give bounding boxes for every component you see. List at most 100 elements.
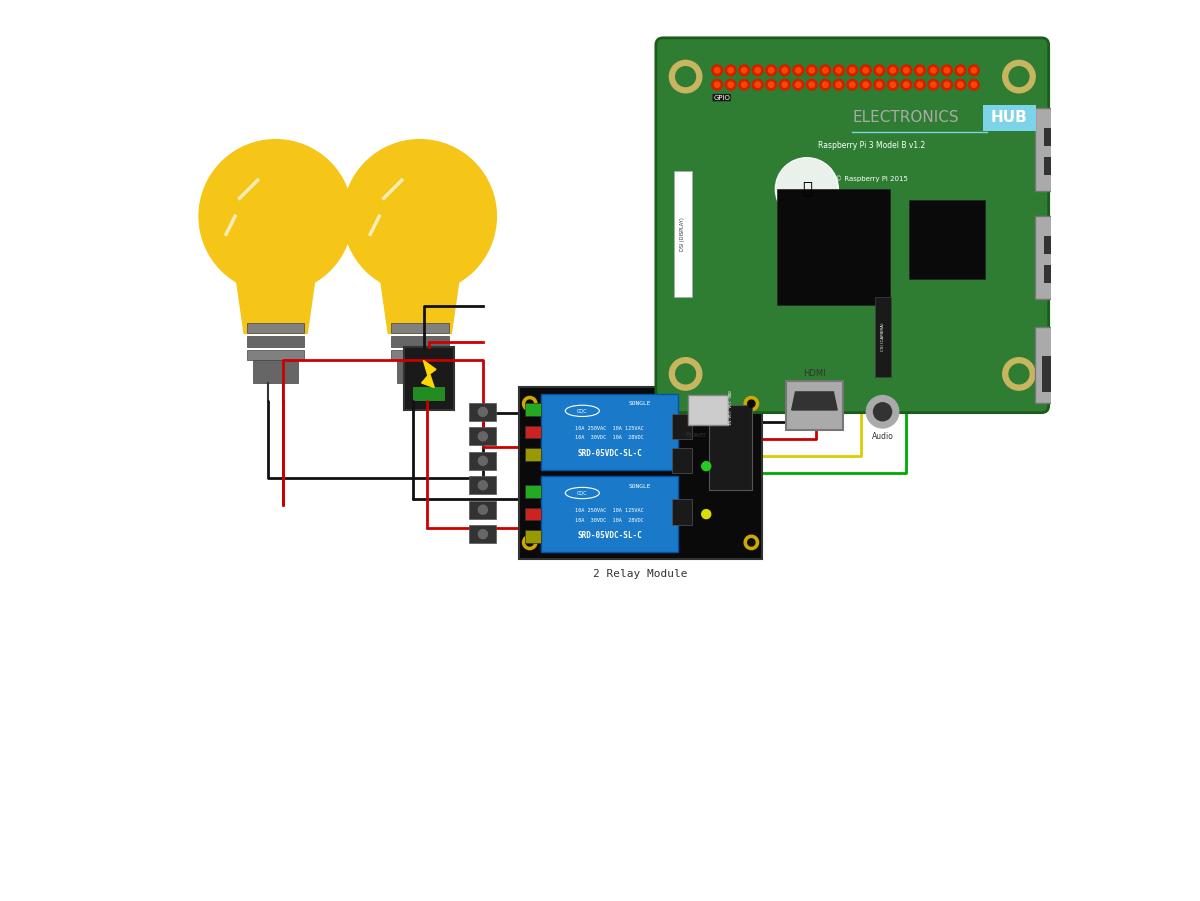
Circle shape (752, 79, 763, 90)
Circle shape (782, 68, 787, 73)
Circle shape (752, 65, 763, 76)
Circle shape (522, 535, 536, 550)
Circle shape (877, 68, 882, 73)
Circle shape (833, 65, 844, 76)
FancyBboxPatch shape (776, 189, 890, 305)
FancyBboxPatch shape (247, 336, 305, 347)
Circle shape (847, 65, 858, 76)
Text: CQC: CQC (577, 408, 588, 414)
FancyBboxPatch shape (1044, 265, 1069, 283)
Text: Audio: Audio (871, 432, 894, 441)
Circle shape (968, 79, 979, 90)
Polygon shape (379, 270, 461, 333)
Circle shape (866, 396, 899, 428)
Circle shape (914, 65, 925, 76)
Circle shape (526, 539, 533, 546)
Text: SONGLE: SONGLE (629, 484, 650, 488)
FancyBboxPatch shape (526, 425, 541, 438)
Circle shape (971, 68, 977, 73)
Circle shape (904, 82, 910, 87)
Circle shape (806, 65, 817, 76)
Circle shape (877, 82, 882, 87)
Circle shape (888, 79, 899, 90)
Text: HUB: HUB (991, 110, 1027, 124)
Circle shape (944, 68, 949, 73)
Text: GPIO: GPIO (713, 95, 730, 101)
Circle shape (822, 82, 828, 87)
Polygon shape (421, 360, 436, 387)
Text: 10A  30VDC  10A  28VDC: 10A 30VDC 10A 28VDC (575, 518, 644, 523)
Text: USB 2x: USB 2x (1057, 247, 1062, 268)
Circle shape (820, 79, 830, 90)
Circle shape (874, 79, 884, 90)
FancyBboxPatch shape (253, 360, 298, 383)
Circle shape (522, 396, 536, 411)
Circle shape (904, 68, 910, 73)
Circle shape (728, 82, 733, 87)
Circle shape (863, 82, 869, 87)
FancyBboxPatch shape (672, 448, 691, 474)
Circle shape (931, 82, 936, 87)
FancyBboxPatch shape (672, 499, 691, 524)
Circle shape (917, 82, 923, 87)
FancyBboxPatch shape (469, 451, 497, 469)
Circle shape (820, 65, 830, 76)
FancyBboxPatch shape (469, 427, 497, 445)
Text: DSI (DISPLAY): DSI (DISPLAY) (680, 217, 685, 251)
Circle shape (833, 79, 844, 90)
Circle shape (766, 79, 776, 90)
Circle shape (712, 79, 722, 90)
Circle shape (1009, 67, 1028, 86)
Circle shape (836, 68, 841, 73)
Circle shape (968, 65, 979, 76)
Text: Raspberry Pi 3 Model B v1.2: Raspberry Pi 3 Model B v1.2 (817, 141, 925, 150)
Circle shape (712, 65, 722, 76)
Circle shape (343, 140, 497, 293)
FancyBboxPatch shape (875, 297, 892, 377)
Circle shape (901, 79, 912, 90)
FancyBboxPatch shape (469, 501, 497, 519)
Text: HDMI: HDMI (803, 369, 826, 378)
Circle shape (742, 68, 746, 73)
Text: 10A 250VAC  10A 125VAC: 10A 250VAC 10A 125VAC (575, 508, 644, 513)
Circle shape (971, 82, 977, 87)
Circle shape (670, 60, 702, 93)
Circle shape (955, 65, 966, 76)
Text: CSI (CAMERA): CSI (CAMERA) (881, 323, 886, 351)
Circle shape (860, 65, 871, 76)
FancyBboxPatch shape (526, 448, 541, 460)
FancyBboxPatch shape (1036, 216, 1088, 299)
Circle shape (775, 158, 839, 221)
Circle shape (702, 510, 710, 519)
Circle shape (847, 79, 858, 90)
Circle shape (914, 79, 925, 90)
Circle shape (1009, 364, 1028, 384)
Circle shape (728, 68, 733, 73)
Text: © Raspberry Pi 2015: © Raspberry Pi 2015 (835, 175, 907, 182)
FancyBboxPatch shape (786, 381, 842, 430)
FancyBboxPatch shape (674, 171, 692, 297)
Circle shape (479, 407, 487, 416)
Circle shape (944, 82, 949, 87)
Circle shape (748, 539, 755, 546)
FancyBboxPatch shape (1044, 157, 1069, 175)
Text: 10A  30VDC  10A  28VDC: 10A 30VDC 10A 28VDC (575, 435, 644, 441)
Circle shape (793, 79, 804, 90)
Circle shape (479, 530, 487, 539)
FancyBboxPatch shape (541, 477, 678, 551)
Circle shape (779, 65, 790, 76)
Circle shape (917, 68, 923, 73)
FancyBboxPatch shape (709, 405, 752, 490)
Circle shape (888, 65, 899, 76)
Circle shape (725, 65, 736, 76)
FancyBboxPatch shape (469, 525, 497, 543)
Circle shape (850, 68, 854, 73)
Circle shape (890, 82, 895, 87)
Text: 🍓: 🍓 (802, 180, 812, 198)
Circle shape (768, 82, 774, 87)
Circle shape (1003, 358, 1036, 390)
FancyBboxPatch shape (247, 350, 305, 360)
Circle shape (860, 79, 871, 90)
Text: ELECTRONICS: ELECTRONICS (852, 110, 959, 124)
Circle shape (766, 65, 776, 76)
